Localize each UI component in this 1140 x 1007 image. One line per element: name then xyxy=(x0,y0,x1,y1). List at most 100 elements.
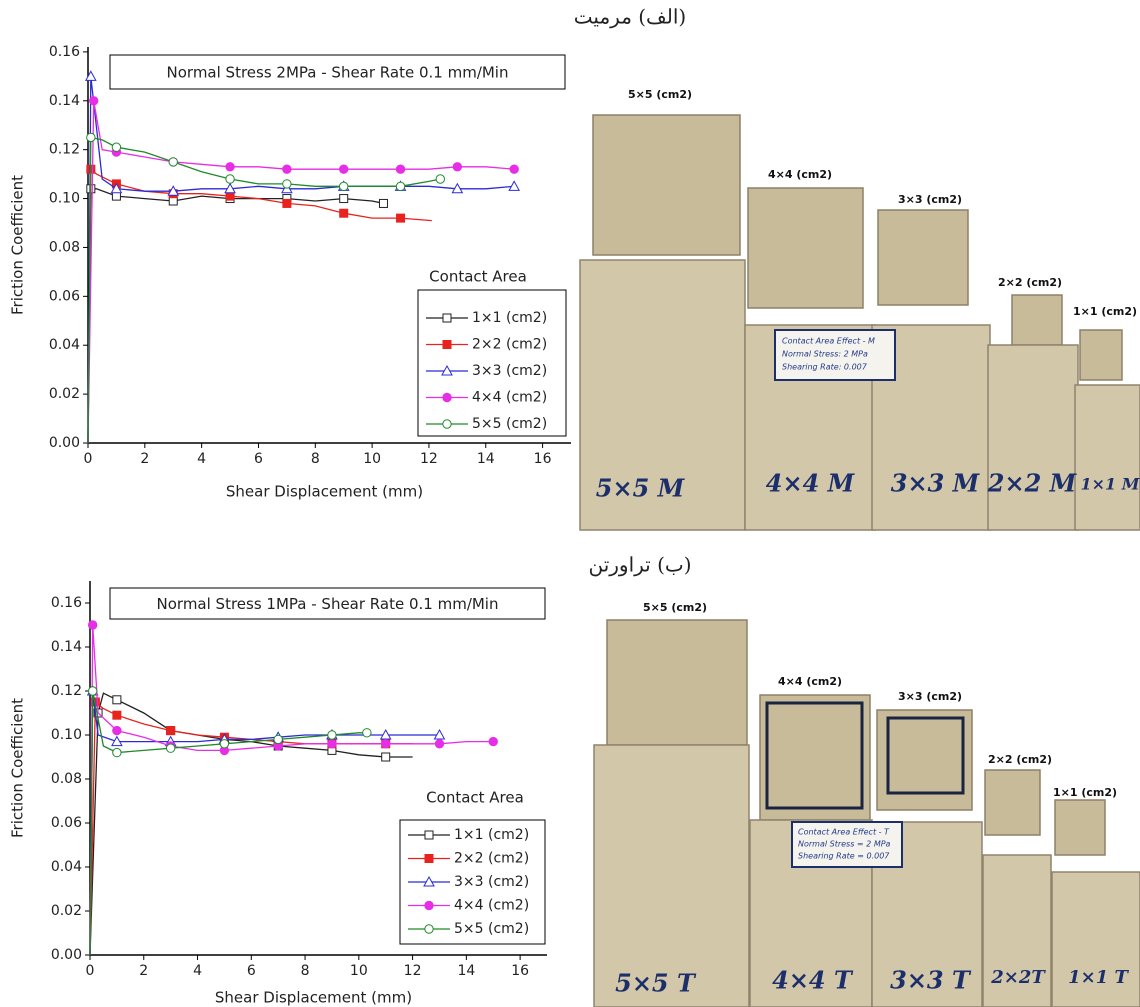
stone-block xyxy=(878,210,968,305)
stone-block xyxy=(607,620,747,745)
handwriting: 2×2 M xyxy=(987,469,1078,498)
photo-label: 5×5 (cm2) xyxy=(643,601,707,614)
x-tick-label: 16 xyxy=(511,963,529,979)
marker xyxy=(328,740,336,748)
marker xyxy=(443,420,451,428)
y-tick-label: 0.14 xyxy=(51,639,82,655)
marker xyxy=(396,165,404,173)
handwriting: 1×1 M xyxy=(1081,475,1140,494)
handwriting: 1×1 T xyxy=(1068,967,1129,988)
x-tick-label: 12 xyxy=(420,451,438,467)
marker xyxy=(436,175,444,183)
marker xyxy=(425,901,433,909)
legend-label: 5×5 (cm2) xyxy=(454,921,529,937)
marker xyxy=(396,182,404,190)
photo-label: 2×2 (cm2) xyxy=(988,753,1052,766)
legend-label: 2×2 (cm2) xyxy=(472,337,547,353)
legend-label: 1×1 (cm2) xyxy=(454,827,529,843)
marker xyxy=(379,199,387,207)
y-tick-label: 0.04 xyxy=(49,337,80,353)
marker xyxy=(509,181,519,190)
y-tick-label: 0.16 xyxy=(49,44,80,60)
photo: Contact Area Effect - M Normal Stress: 2… xyxy=(580,88,1140,530)
figure: (الف) مرمیت (ب) تراورتن Contact Area Eff… xyxy=(0,0,1140,1007)
marker xyxy=(443,341,451,349)
x-tick-label: 0 xyxy=(84,451,93,467)
marker xyxy=(167,727,175,735)
stone-block xyxy=(1055,800,1105,855)
x-tick-label: 8 xyxy=(301,963,310,979)
stone-block xyxy=(988,345,1078,530)
photo-label: 5×5 (cm2) xyxy=(628,88,692,101)
stone-block xyxy=(1080,330,1122,380)
stone-block xyxy=(985,770,1040,835)
marker xyxy=(382,753,390,761)
x-tick-label: 2 xyxy=(140,451,149,467)
photo-label: 3×3 (cm2) xyxy=(898,193,962,206)
series-line xyxy=(90,691,367,955)
marker xyxy=(435,740,443,748)
y-tick-label: 0.00 xyxy=(49,435,80,451)
photo-label: 4×4 (cm2) xyxy=(768,168,832,181)
photo: Contact Area Effect - T Normal Stress = … xyxy=(594,601,1140,1007)
marker xyxy=(226,192,234,200)
card-text: Contact Area Effect - T xyxy=(798,828,890,837)
marker xyxy=(328,731,336,739)
y-tick-label: 0.12 xyxy=(49,142,80,158)
x-tick-label: 4 xyxy=(197,451,206,467)
stone-block xyxy=(1012,295,1062,345)
marker xyxy=(274,735,282,743)
marker xyxy=(89,97,97,105)
marker xyxy=(510,165,518,173)
x-axis-label: Shear Displacement (mm) xyxy=(215,989,412,1007)
marker xyxy=(283,180,291,188)
handwriting: 4×4 T xyxy=(772,966,854,995)
stone-block xyxy=(593,115,740,255)
marker xyxy=(220,740,228,748)
photo-label: 1×1 (cm2) xyxy=(1053,786,1117,799)
x-tick-label: 6 xyxy=(247,963,256,979)
card-text: Contact Area Effect - M xyxy=(782,337,875,346)
y-tick-label: 0.06 xyxy=(49,288,80,304)
marker xyxy=(340,209,348,217)
photo-label: 4×4 (cm2) xyxy=(778,675,842,688)
handwriting: 5×5 T xyxy=(615,969,697,998)
x-tick-label: 8 xyxy=(311,451,320,467)
card-text: Normal Stress = 2 MPa xyxy=(798,840,891,849)
x-tick-label: 16 xyxy=(534,451,552,467)
marker xyxy=(489,737,497,745)
marker xyxy=(169,158,177,166)
marker xyxy=(397,214,405,222)
marker xyxy=(113,696,121,704)
stone-block xyxy=(1075,385,1140,530)
series-line xyxy=(90,691,440,955)
legend-label: 4×4 (cm2) xyxy=(472,390,547,406)
marker xyxy=(443,393,451,401)
caption: (ب) تراورتن xyxy=(588,553,691,577)
y-axis-label: Friction Coefficient xyxy=(9,698,27,838)
marker xyxy=(113,748,121,756)
legend-label: 3×3 (cm2) xyxy=(454,874,529,890)
legend-label: 2×2 (cm2) xyxy=(454,851,529,867)
x-axis-label: Shear Displacement (mm) xyxy=(226,483,423,501)
series-line xyxy=(88,169,432,443)
chart-title: Normal Stress 2MPa - Shear Rate 0.1 mm/M… xyxy=(167,64,509,82)
marker xyxy=(112,192,120,200)
caption: (الف) مرمیت xyxy=(574,5,686,29)
y-tick-label: 0.04 xyxy=(51,859,82,875)
marker xyxy=(363,729,371,737)
y-tick-label: 0.10 xyxy=(49,191,80,207)
marker xyxy=(113,711,121,719)
marker xyxy=(340,165,348,173)
x-tick-label: 6 xyxy=(254,451,263,467)
legend-title: Contact Area xyxy=(429,268,527,286)
x-tick-label: 2 xyxy=(139,963,148,979)
marker xyxy=(112,143,120,151)
series-line xyxy=(88,137,440,443)
stone-block xyxy=(877,710,972,810)
marker xyxy=(425,831,433,839)
marker xyxy=(88,687,96,695)
marker xyxy=(453,163,461,171)
marker xyxy=(340,182,348,190)
series-line xyxy=(88,189,384,443)
